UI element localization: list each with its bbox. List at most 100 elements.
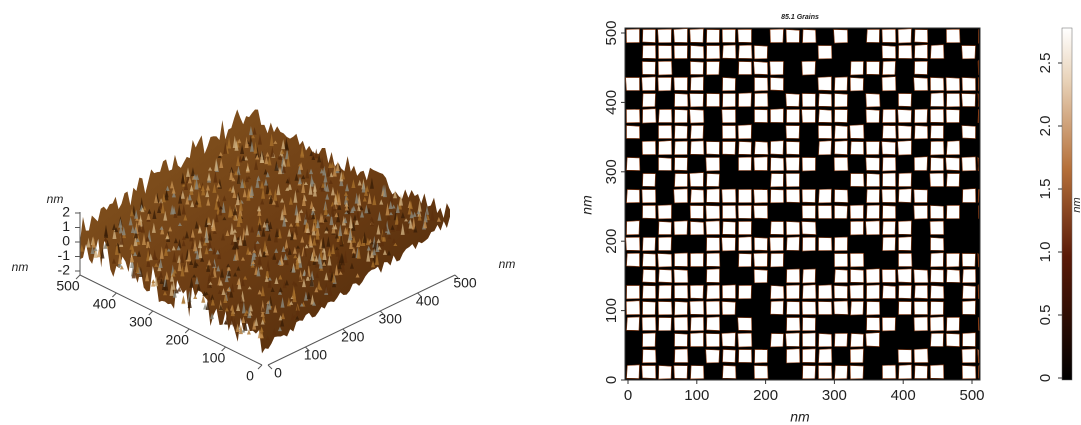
grain [882, 236, 896, 251]
grain [689, 205, 704, 219]
surface-spike [164, 245, 169, 256]
grain [738, 284, 752, 300]
grain [706, 252, 721, 267]
surface-spike [275, 228, 280, 238]
grain [753, 205, 768, 219]
grain [865, 109, 880, 123]
grain [705, 157, 720, 172]
surface-spike [159, 278, 164, 285]
surface-spike [416, 210, 421, 215]
surface-spike [96, 248, 101, 258]
surface-spike [147, 208, 152, 214]
grain [737, 332, 753, 348]
surface-spike [208, 281, 213, 285]
surface-spike [308, 236, 313, 247]
surface-spike [337, 192, 342, 206]
surface-spike [248, 311, 253, 316]
grain [626, 253, 640, 267]
surface-spike [293, 282, 298, 287]
grain [977, 364, 980, 379]
surface-spike [227, 205, 232, 218]
surface-spike [352, 242, 357, 247]
grain [914, 156, 928, 171]
grain [706, 268, 720, 283]
colorbar-tick-label: 0.5 [1037, 305, 1054, 326]
surface-spike [256, 233, 261, 237]
grain [913, 316, 929, 332]
colorbar-tick-label: 1.5 [1037, 179, 1054, 200]
surface-spike [174, 288, 179, 294]
surface-spike [238, 155, 243, 163]
surface-spike [177, 286, 182, 292]
surface-spike [280, 208, 285, 221]
surface-spike [226, 264, 231, 271]
surface-spike [196, 282, 201, 291]
surface-spike [206, 261, 211, 272]
surface-spike [158, 270, 163, 278]
surface-spike [260, 285, 265, 297]
surface-spike [236, 155, 241, 166]
grain [913, 348, 929, 363]
grain [738, 236, 753, 251]
surface-spike [189, 276, 194, 288]
grain [961, 45, 976, 60]
surface-spike [281, 164, 286, 173]
grain [977, 76, 980, 92]
surface-spike [218, 304, 223, 311]
grain [626, 189, 640, 204]
y-tick-label: 300 [603, 159, 620, 184]
surface-spike [285, 141, 290, 151]
surface-spike [154, 276, 159, 287]
surface-spike [160, 225, 165, 235]
surface-spike [335, 161, 340, 172]
grain [833, 29, 848, 44]
surface-spike [160, 202, 165, 214]
grain [641, 140, 656, 155]
grain [930, 252, 944, 268]
grain [914, 60, 928, 75]
grain [802, 348, 816, 363]
grain [865, 93, 881, 108]
grain [866, 173, 880, 187]
surface-spike [183, 214, 188, 221]
x-tick-label: 200 [753, 387, 778, 404]
grain [705, 333, 720, 348]
surface-spike [371, 260, 376, 268]
axis-line [267, 274, 456, 366]
grain [866, 61, 880, 75]
surface-spike [309, 200, 314, 209]
grain [658, 140, 673, 156]
surface-spike [169, 272, 174, 282]
surface-spike [264, 156, 269, 165]
surface-spike [164, 189, 169, 198]
surface-spike [257, 207, 262, 216]
surface-spike [310, 294, 315, 305]
surface-spike [305, 274, 310, 281]
surface-spike [267, 274, 272, 288]
surface-spike [315, 228, 320, 240]
surface-spike [207, 293, 212, 301]
surface-spike [103, 236, 108, 242]
surface-spike [303, 291, 308, 301]
grain [898, 188, 912, 203]
surface-spike [180, 172, 185, 184]
grain [689, 28, 704, 43]
surface-spike [273, 304, 278, 313]
surface-spike [146, 248, 151, 262]
grain [658, 236, 672, 251]
x-tick-label: 0 [624, 387, 632, 404]
surface-spike [190, 167, 195, 177]
surface-spike [183, 179, 188, 191]
grain [642, 93, 656, 108]
grain [929, 316, 945, 332]
grain [721, 332, 736, 347]
grain [722, 349, 736, 363]
surface-spike [295, 245, 300, 249]
tick-mark [184, 328, 190, 334]
surface-spike [369, 177, 374, 189]
surface-spike [210, 294, 215, 301]
grain [898, 172, 912, 187]
surface-spike [240, 178, 245, 189]
surface-spike [263, 239, 268, 252]
grain [882, 172, 896, 187]
